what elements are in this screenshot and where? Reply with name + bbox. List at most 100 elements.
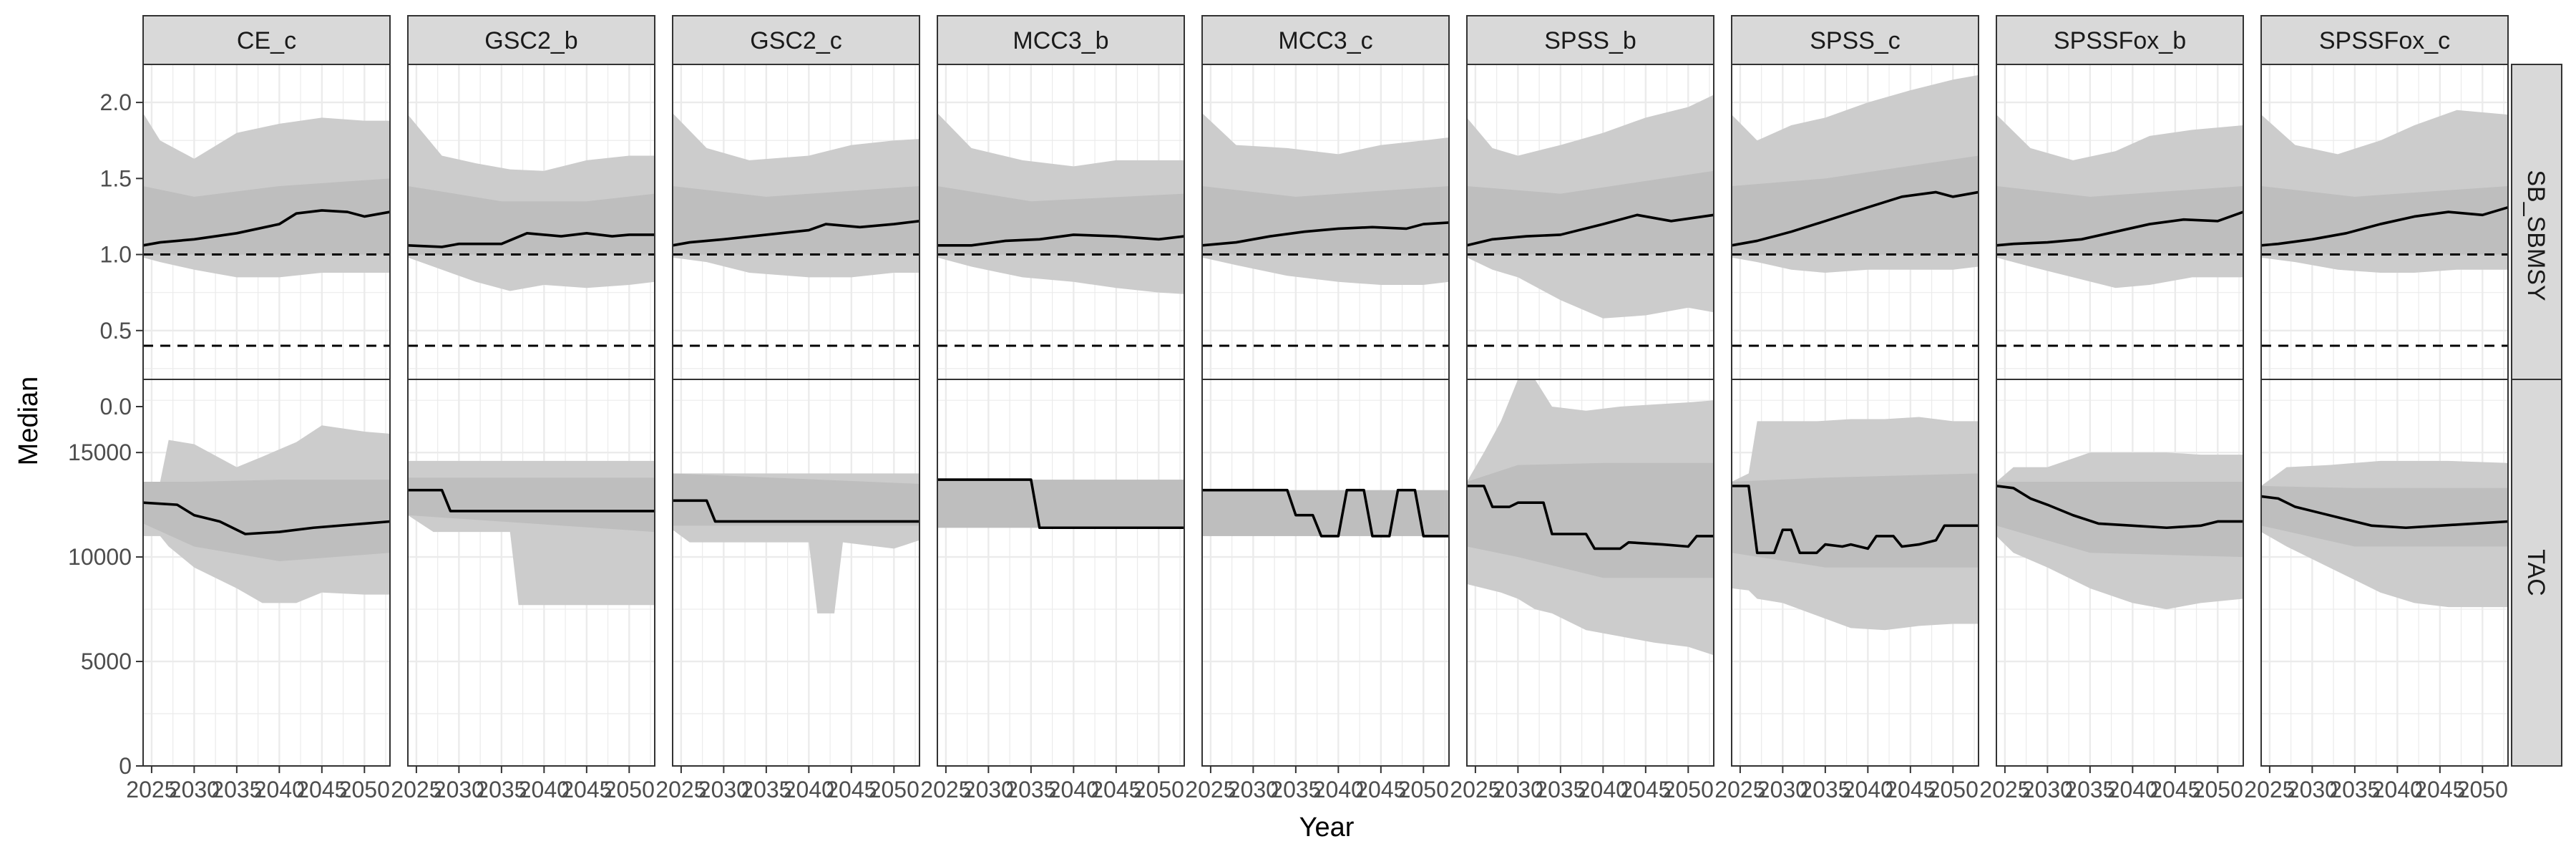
facet-label: GSC2_c [750, 27, 842, 54]
x-tick-label: 2025 [920, 777, 971, 802]
panel-MCC3_c-SB_SBMSY [1201, 64, 1450, 408]
inner-interval-band [673, 473, 919, 526]
x-tick-label: 2050 [1398, 777, 1449, 802]
x-tick-label: 2035 [2064, 777, 2115, 802]
x-tick-label: 2035 [1005, 777, 1056, 802]
inner-interval-band [143, 480, 390, 561]
x-tick-label: 2045 [1885, 777, 1936, 802]
inner-interval-band [1467, 170, 1714, 255]
panel-SPSSFox_b-SB_SBMSY [1996, 64, 2244, 408]
median-line [2260, 205, 2509, 247]
x-tick-label: 2040 [254, 777, 305, 802]
x-tick-label: 2040 [2372, 777, 2423, 802]
panel-SPSSFox_b-TAC [1996, 379, 2244, 767]
median-line [408, 488, 655, 513]
x-tick-label: 2035 [1535, 777, 1586, 802]
x-tick-label: 2030 [1757, 777, 1808, 802]
x-tick-label: 2040 [784, 777, 834, 802]
panel-GSC2_c-SB_SBMSY [672, 64, 920, 408]
panel-CE_c-TAC [142, 379, 391, 767]
x-tick-label: 2050 [1663, 777, 1714, 802]
x-tick-label: 2035 [2329, 777, 2380, 802]
x-tick-label: 2030 [698, 777, 749, 802]
x-tick-label: 2040 [1313, 777, 1364, 802]
x-tick-label: 2040 [2107, 777, 2158, 802]
facet-strip-CE_c [142, 15, 391, 65]
x-tick-label: 2025 [1185, 777, 1236, 802]
x-axis-title: Year [1299, 812, 1355, 843]
median-line [407, 232, 655, 248]
inner-interval-band [1996, 185, 2243, 255]
panel-SPSSFox_c-SB_SBMSY [2260, 64, 2509, 408]
x-tick-label: 2045 [296, 777, 347, 802]
x-tick-label: 2025 [2244, 777, 2295, 802]
panel-CE_c-SB_SBMSY [142, 64, 391, 408]
x-tick-label: 2045 [1091, 777, 1141, 802]
facet-strip-SPSS_c [1731, 15, 1979, 65]
facet-strip-SPSS_b [1466, 15, 1714, 65]
y-tick-label: 2.0 [100, 89, 132, 115]
x-tick-label: 2030 [169, 777, 220, 802]
median-line [672, 220, 920, 247]
x-tick-label: 2030 [1228, 777, 1279, 802]
facet-label: SPSS_b [1544, 27, 1636, 54]
x-tick-label: 2045 [826, 777, 877, 802]
y-tick-label: 1.0 [100, 242, 132, 268]
panel-SPSSFox_c-TAC [2260, 379, 2509, 767]
panel-SPSS_b-SB_SBMSY [1466, 64, 1714, 408]
x-tick-label: 2035 [211, 777, 262, 802]
x-tick-label: 2030 [2287, 777, 2338, 802]
x-tick-label: 2045 [2414, 777, 2465, 802]
x-tick-label: 2040 [1843, 777, 1893, 802]
x-tick-label: 2045 [561, 777, 612, 802]
inner-interval-band [143, 178, 390, 255]
median-line [1466, 213, 1714, 247]
median-line [937, 478, 1184, 530]
x-tick-label: 2025 [391, 777, 441, 802]
x-tick-label: 2030 [434, 777, 484, 802]
panel-GSC2_c-TAC [672, 379, 920, 767]
x-tick-label: 2050 [339, 777, 390, 802]
x-tick-label: 2035 [741, 777, 791, 802]
median-line [673, 499, 919, 523]
x-tick-label: 2030 [2022, 777, 2073, 802]
median-line [1731, 190, 1979, 247]
y-tick-label: 5000 [81, 649, 132, 674]
x-tick-label: 2025 [655, 777, 706, 802]
facet-label: SPSSFox_c [2319, 27, 2450, 54]
x-tick-label: 2025 [1450, 777, 1501, 802]
row-label: SB_SBMSY [2522, 170, 2550, 301]
x-tick-label: 2025 [126, 777, 177, 802]
panel-SPSS_c-SB_SBMSY [1731, 64, 1979, 408]
row-strip-SB_SBMSY [2511, 64, 2562, 407]
facet-label: MCC3_b [1013, 27, 1108, 54]
panel-MCC3_b-SB_SBMSY [937, 64, 1185, 408]
y-axis-title: Median [14, 377, 44, 466]
x-tick-label: 2050 [2457, 777, 2508, 802]
panel-GSC2_b-SB_SBMSY [407, 64, 655, 408]
x-tick-label: 2045 [1355, 777, 1406, 802]
x-tick-label: 2045 [2150, 777, 2200, 802]
x-tick-label: 2040 [1048, 777, 1099, 802]
y-tick-label: 0.5 [100, 318, 132, 344]
y-tick-label: 10000 [68, 544, 132, 570]
panel-MCC3_b-TAC [937, 379, 1185, 767]
x-tick-label: 2040 [1578, 777, 1629, 802]
y-tick-label: 0.0 [100, 394, 132, 419]
median-line [937, 233, 1185, 247]
panel-SPSS_c-TAC [1731, 379, 1979, 767]
x-tick-label: 2030 [963, 777, 1014, 802]
x-tick-label: 2050 [1133, 777, 1184, 802]
facet-label: SPSS_c [1810, 27, 1901, 54]
x-tick-label: 2025 [1979, 777, 2030, 802]
y-tick-label: 1.5 [100, 165, 132, 191]
median-line [1201, 221, 1450, 247]
x-tick-label: 2035 [1800, 777, 1850, 802]
inner-interval-band [2261, 485, 2508, 547]
x-tick-label: 2045 [1620, 777, 1671, 802]
facet-strip-SPSSFox_b [1996, 15, 2244, 65]
y-tick-label: 0 [119, 753, 132, 779]
median-line [2260, 495, 2509, 530]
x-tick-label: 2050 [604, 777, 655, 802]
